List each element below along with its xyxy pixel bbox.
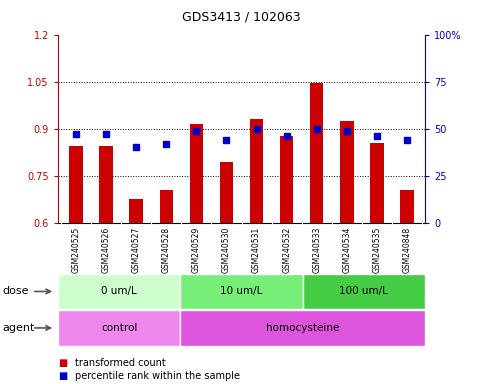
Text: control: control [101, 323, 137, 333]
Text: agent: agent [2, 323, 35, 333]
Bar [400, 190, 414, 223]
Text: GSM240530: GSM240530 [222, 227, 231, 273]
Text: GDS3413 / 102063: GDS3413 / 102063 [182, 11, 301, 24]
Text: percentile rank within the sample: percentile rank within the sample [75, 371, 240, 381]
Bar [310, 83, 324, 223]
Text: GSM240528: GSM240528 [162, 227, 171, 273]
Text: GSM240534: GSM240534 [342, 227, 351, 273]
Text: transformed count: transformed count [75, 358, 166, 368]
Text: GSM240529: GSM240529 [192, 227, 201, 273]
Text: dose: dose [2, 286, 29, 296]
Bar [190, 124, 203, 223]
Bar [250, 119, 263, 223]
Bar [159, 190, 173, 223]
Text: GSM240535: GSM240535 [372, 227, 382, 273]
Text: 10 um/L: 10 um/L [220, 286, 263, 296]
Bar [180, 274, 303, 309]
Text: ■: ■ [58, 371, 67, 381]
Text: ■: ■ [58, 358, 67, 368]
Text: GSM240848: GSM240848 [402, 227, 412, 273]
Bar [340, 121, 354, 223]
Text: GSM240532: GSM240532 [282, 227, 291, 273]
Bar [99, 146, 113, 223]
Bar [129, 199, 143, 223]
Bar [58, 274, 180, 309]
Text: homocysteine: homocysteine [266, 323, 340, 333]
Bar [370, 143, 384, 223]
Text: GSM240525: GSM240525 [71, 227, 81, 273]
Bar [220, 162, 233, 223]
Text: GSM240526: GSM240526 [101, 227, 111, 273]
Bar [303, 274, 425, 309]
Text: GSM240533: GSM240533 [312, 227, 321, 273]
Text: 100 um/L: 100 um/L [340, 286, 388, 296]
Text: GSM240527: GSM240527 [132, 227, 141, 273]
Bar [180, 310, 425, 346]
Bar [280, 136, 293, 223]
Text: 0 um/L: 0 um/L [101, 286, 137, 296]
Bar [69, 146, 83, 223]
Text: GSM240531: GSM240531 [252, 227, 261, 273]
Bar [58, 310, 180, 346]
